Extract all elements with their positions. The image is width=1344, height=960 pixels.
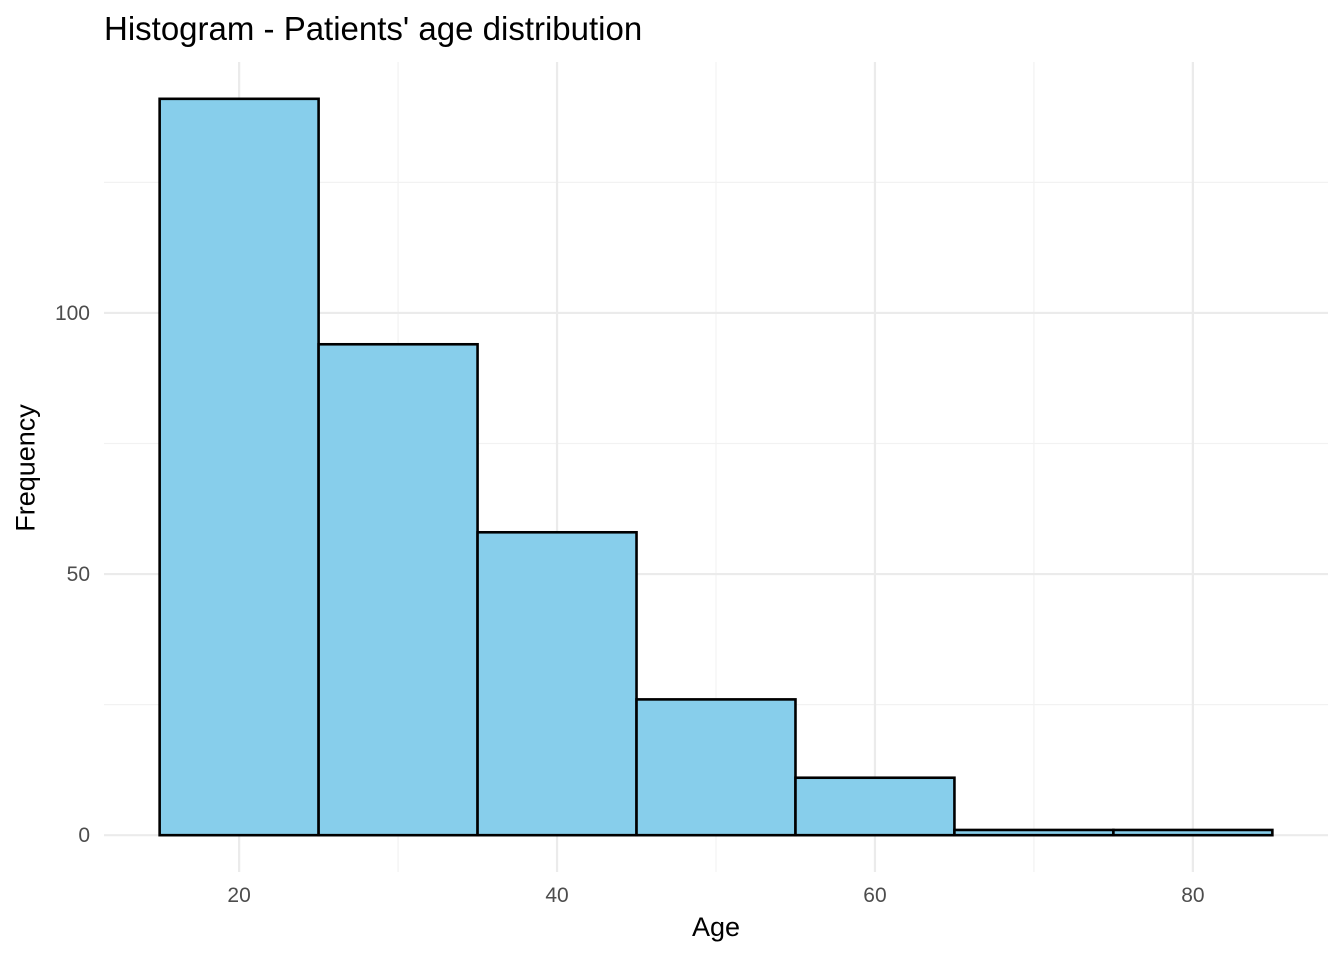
y-tick-label: 0 (78, 824, 90, 847)
y-tick-label: 100 (55, 302, 90, 325)
histogram-bar (953, 828, 1115, 837)
x-axis-title: Age (691, 912, 741, 942)
chart-title: Histogram - Patients' age distribution (104, 10, 643, 47)
x-tick-labels: 20 40 60 80 (227, 884, 1204, 907)
x-tick-label: 40 (545, 884, 568, 907)
x-tick-label: 80 (1181, 884, 1204, 907)
histogram-bar (794, 776, 956, 837)
histogram-bars (158, 97, 1274, 837)
y-tick-labels: 0 50 100 (55, 302, 90, 847)
histogram-bar (1112, 828, 1274, 837)
histogram-bar (476, 530, 638, 837)
x-tick-label: 20 (227, 884, 250, 907)
y-tick-label: 50 (67, 563, 90, 586)
histogram-bar (158, 97, 320, 837)
histogram-bar (635, 698, 797, 837)
x-tick-label: 60 (863, 884, 886, 907)
histogram-bar (317, 342, 479, 837)
